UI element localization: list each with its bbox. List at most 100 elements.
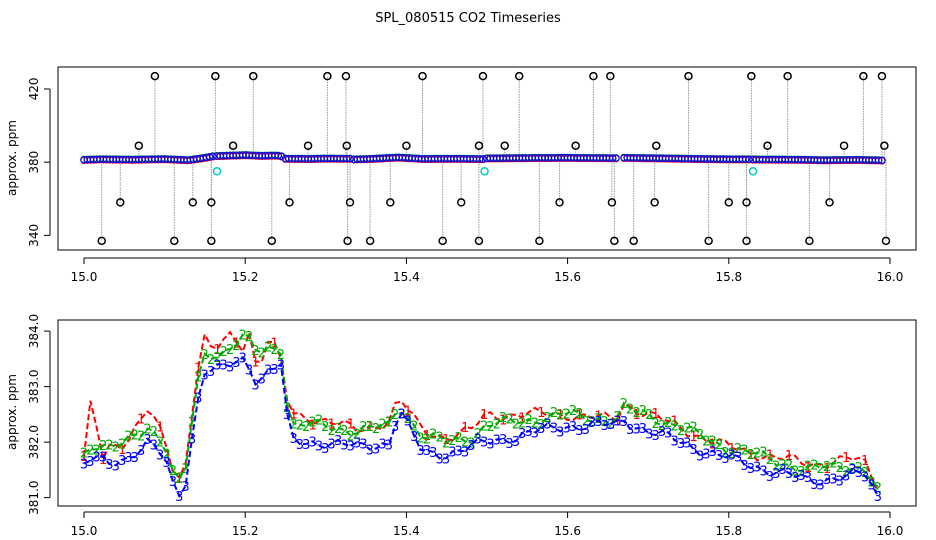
series-3-marker: 3 bbox=[334, 434, 342, 449]
series-1-marker: 1 bbox=[213, 343, 221, 358]
series-1-marker: 1 bbox=[690, 430, 698, 445]
series-3-marker: 3 bbox=[404, 415, 412, 430]
flagged-point bbox=[748, 167, 758, 176]
series-3-marker: 3 bbox=[239, 352, 247, 367]
series-2-marker: 2 bbox=[264, 341, 272, 356]
series-3-marker: 3 bbox=[455, 445, 463, 460]
series-2-marker: 2 bbox=[188, 416, 196, 431]
series-3-marker: 3 bbox=[632, 422, 640, 437]
series-3-marker: 3 bbox=[499, 433, 507, 448]
series-2-marker: 2 bbox=[505, 412, 513, 427]
series-2-marker: 2 bbox=[270, 343, 278, 358]
series-2-marker: 2 bbox=[194, 370, 202, 385]
series-1-marker: 1 bbox=[480, 408, 488, 423]
outlier-point bbox=[211, 71, 220, 81]
series-2-marker: 2 bbox=[715, 438, 723, 453]
outlier-point bbox=[418, 71, 427, 81]
series-2-marker: 2 bbox=[353, 427, 361, 442]
series-2-marker: 2 bbox=[366, 420, 374, 435]
x-tick-label: 16.0 bbox=[877, 524, 904, 538]
series-3-marker: 3 bbox=[798, 469, 806, 484]
series-2-marker: 2 bbox=[651, 417, 659, 432]
series-2-marker: 2 bbox=[340, 424, 348, 439]
series-2-marker: 2 bbox=[486, 420, 494, 435]
outlier-point bbox=[763, 141, 772, 150]
series-3-marker: 3 bbox=[810, 478, 818, 493]
series-3-marker: 3 bbox=[480, 435, 488, 450]
series-3-marker: 3 bbox=[874, 490, 882, 505]
series-3-marker: 3 bbox=[86, 455, 94, 470]
series-3-marker: 3 bbox=[150, 439, 158, 454]
series-2-marker: 2 bbox=[855, 461, 863, 476]
series-2-marker: 2 bbox=[594, 412, 602, 427]
series-3-marker: 3 bbox=[366, 444, 374, 459]
outlier-point bbox=[877, 71, 887, 81]
outlier-point bbox=[402, 141, 411, 150]
series-2-marker: 2 bbox=[315, 414, 323, 429]
outlier-point bbox=[267, 236, 277, 246]
baseline-point-3 bbox=[475, 155, 484, 163]
series-2-marker: 2 bbox=[575, 407, 583, 422]
series-3-marker: 3 bbox=[715, 449, 723, 464]
series-2-marker: 2 bbox=[296, 419, 304, 434]
series-2-marker: 2 bbox=[391, 408, 399, 423]
outlier-point bbox=[116, 198, 125, 207]
series-2-marker: 2 bbox=[772, 459, 780, 474]
series-3-marker: 3 bbox=[131, 451, 139, 466]
series-3-marker: 3 bbox=[461, 445, 469, 460]
y-tick-label: 383.0 bbox=[27, 369, 41, 403]
series-2-marker: 2 bbox=[80, 447, 88, 462]
series-2-marker: 2 bbox=[582, 415, 590, 430]
outlier-point bbox=[474, 141, 484, 150]
series-2-marker: 2 bbox=[798, 465, 806, 480]
series-3-marker: 3 bbox=[556, 425, 564, 440]
series-3-marker: 3 bbox=[391, 420, 399, 435]
panel-1-y-axis-label: approx. ppm bbox=[5, 120, 19, 196]
series-3-marker: 3 bbox=[410, 430, 418, 445]
series-3-marker: 3 bbox=[785, 467, 793, 482]
outlier-point bbox=[684, 71, 693, 81]
series-3-marker: 3 bbox=[594, 415, 602, 430]
series-2-marker: 2 bbox=[493, 418, 501, 433]
series-2-marker: 2 bbox=[842, 465, 850, 480]
series-2-marker: 2 bbox=[556, 409, 564, 424]
series-2-marker: 2 bbox=[201, 348, 209, 363]
series-1-marker: 1 bbox=[766, 448, 774, 463]
series-3-marker: 3 bbox=[518, 427, 526, 442]
series-2-marker: 2 bbox=[613, 410, 621, 425]
series-2-marker: 2 bbox=[709, 435, 717, 450]
series-3-marker: 3 bbox=[156, 448, 164, 463]
series-2-marker: 2 bbox=[778, 458, 786, 473]
series-3-marker: 3 bbox=[626, 423, 634, 438]
panel-1-flagged-points bbox=[212, 167, 758, 176]
series-3-marker: 3 bbox=[747, 462, 755, 477]
series-3-marker: 3 bbox=[486, 438, 494, 453]
panel-1-y-axis: 340 380 420 bbox=[27, 78, 51, 247]
panel-2-y-axis-label: approx. ppm bbox=[5, 374, 19, 450]
outlier-point bbox=[474, 236, 484, 246]
series-2-marker: 2 bbox=[156, 436, 164, 451]
series-3-marker: 3 bbox=[537, 422, 545, 437]
flagged-point bbox=[480, 167, 489, 176]
series-3-marker: 3 bbox=[658, 425, 666, 440]
series-3-marker: 3 bbox=[836, 475, 844, 490]
series-3-marker: 3 bbox=[588, 416, 596, 431]
outlier-point bbox=[606, 71, 615, 81]
series-3-marker: 3 bbox=[569, 420, 577, 435]
series-3-marker: 3 bbox=[753, 461, 761, 476]
series-3-marker: 3 bbox=[607, 418, 615, 433]
series-2-marker: 2 bbox=[747, 448, 755, 463]
series-2-marker: 2 bbox=[563, 408, 571, 423]
series-3-marker: 3 bbox=[671, 434, 679, 449]
series-3-marker: 3 bbox=[721, 452, 729, 467]
series-2-marker: 2 bbox=[759, 445, 767, 460]
series-3-marker: 3 bbox=[296, 438, 304, 453]
outlier-point bbox=[342, 141, 352, 150]
series-3-marker: 3 bbox=[829, 473, 837, 488]
series-3-marker: 3 bbox=[277, 358, 285, 373]
panel-1-frame bbox=[57, 66, 917, 251]
series-3-marker: 3 bbox=[696, 450, 704, 465]
series-3-marker: 3 bbox=[493, 434, 501, 449]
series-3-marker: 3 bbox=[543, 418, 551, 433]
series-2-marker: 2 bbox=[543, 411, 551, 426]
